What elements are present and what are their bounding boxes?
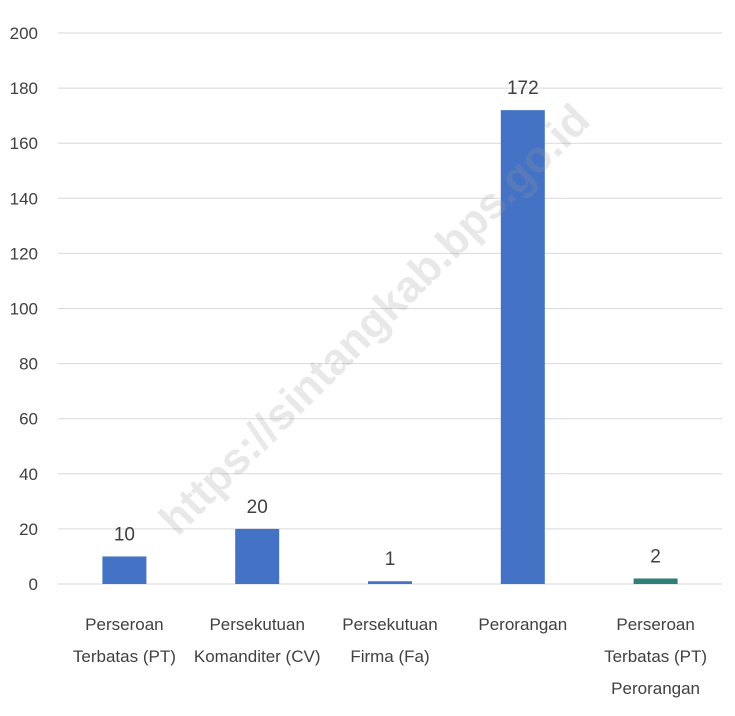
y-tick-label: 200 xyxy=(10,24,38,43)
category-label-line: Terbatas (PT) xyxy=(73,647,176,666)
y-tick-label: 40 xyxy=(19,465,38,484)
gridlines xyxy=(58,32,722,585)
y-tick-label: 160 xyxy=(10,134,38,153)
category-label: Persekutuan Firma (Fa) xyxy=(342,615,437,666)
category-label: Persekutuan Komanditer (CV) xyxy=(194,615,321,666)
category-label-line: Terbatas (PT) xyxy=(604,647,707,666)
category-label-line: Perorangan xyxy=(478,615,567,634)
data-label: 2 xyxy=(650,546,661,567)
category-label-line: Perseroan xyxy=(616,615,694,634)
y-tick-label: 100 xyxy=(10,300,38,319)
bar xyxy=(102,556,147,584)
y-tick-label: 120 xyxy=(10,244,38,263)
y-tick-label: 0 xyxy=(29,575,38,594)
bar xyxy=(633,578,678,584)
y-tick-label: 180 xyxy=(10,79,38,98)
y-tick-label: 80 xyxy=(19,355,38,374)
category-label: Perseroan Terbatas (PT) Perorangan xyxy=(604,615,707,698)
y-axis-tick-labels: 0 20 40 60 80 100 120 140 160 180 200 xyxy=(10,24,38,594)
y-tick-label: 140 xyxy=(10,189,38,208)
bar xyxy=(368,581,412,584)
category-label-line: Persekutuan xyxy=(209,615,304,634)
data-label: 10 xyxy=(114,524,135,545)
bar xyxy=(235,528,280,584)
bars xyxy=(102,110,678,584)
data-labels: 10 20 1 172 2 xyxy=(114,78,661,570)
bar xyxy=(500,110,545,584)
data-label: 172 xyxy=(507,78,539,99)
y-tick-label: 20 xyxy=(19,520,38,539)
category-labels: Perseroan Terbatas (PT) Persekutuan Komandi… xyxy=(73,615,707,698)
category-label-line: Firma (Fa) xyxy=(350,647,429,666)
data-label: 20 xyxy=(247,497,268,518)
y-tick-label: 60 xyxy=(19,410,38,429)
data-label: 1 xyxy=(385,549,396,570)
category-label: Perseroan Terbatas (PT) xyxy=(73,615,176,666)
category-label-line: Komanditer (CV) xyxy=(194,647,321,666)
category-label-line: Perorangan xyxy=(611,679,700,698)
category-label-line: Persekutuan xyxy=(342,615,437,634)
category-label: Perorangan xyxy=(478,615,567,634)
category-label-line: Perseroan xyxy=(85,615,163,634)
